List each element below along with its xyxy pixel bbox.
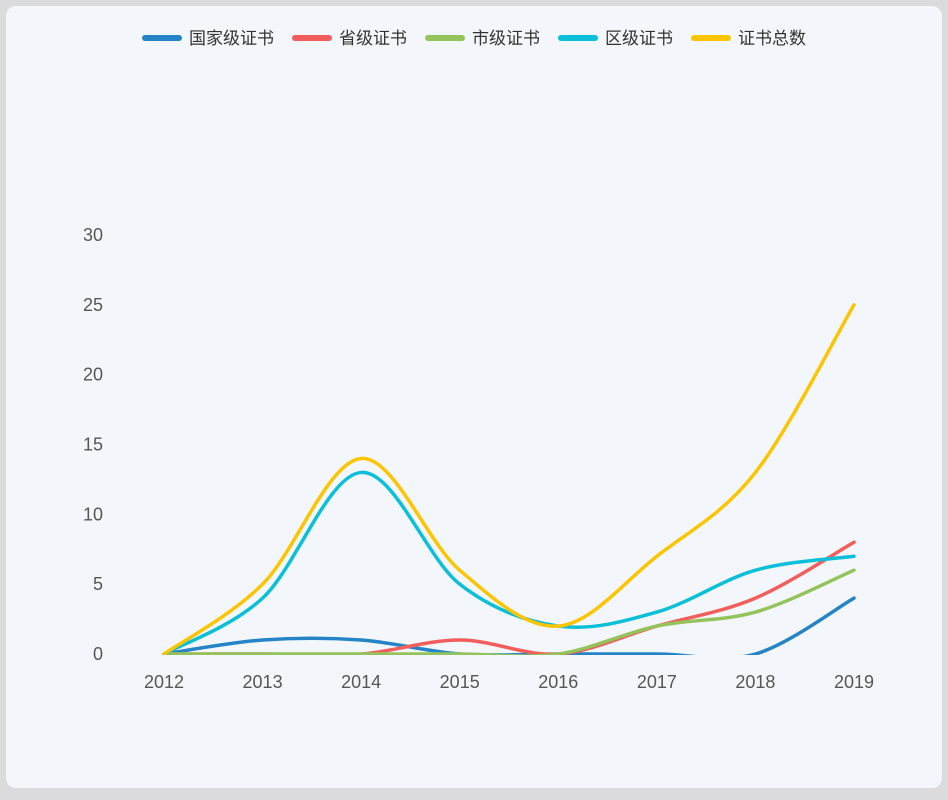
y-axis-tick-label: 20 — [83, 365, 103, 385]
x-axis-tick-label: 2017 — [637, 672, 677, 692]
x-axis-tick-label: 2016 — [538, 672, 578, 692]
x-axis-tick-label: 2019 — [834, 672, 874, 692]
x-axis-tick-label: 2015 — [440, 672, 480, 692]
series-lines — [164, 305, 854, 658]
y-axis-tick-label: 5 — [93, 574, 103, 594]
x-axis-tick-label: 2018 — [735, 672, 775, 692]
series-line-3[interactable] — [164, 472, 854, 654]
y-axis-tick-label: 0 — [93, 644, 103, 664]
y-axis-tick-label: 10 — [83, 504, 103, 524]
x-axis-tick-label: 2013 — [243, 672, 283, 692]
x-axis-tick-label: 2012 — [144, 672, 184, 692]
line-chart: 0 5 10 15 20 25 30 2012 2013 2014 2015 2016 2017 2018… — [6, 6, 948, 800]
x-axis-tick-label: 2014 — [341, 672, 381, 692]
y-axis-tick-label: 25 — [83, 295, 103, 315]
y-axis-tick-label: 30 — [83, 225, 103, 245]
y-axis-tick-label: 15 — [83, 435, 103, 455]
